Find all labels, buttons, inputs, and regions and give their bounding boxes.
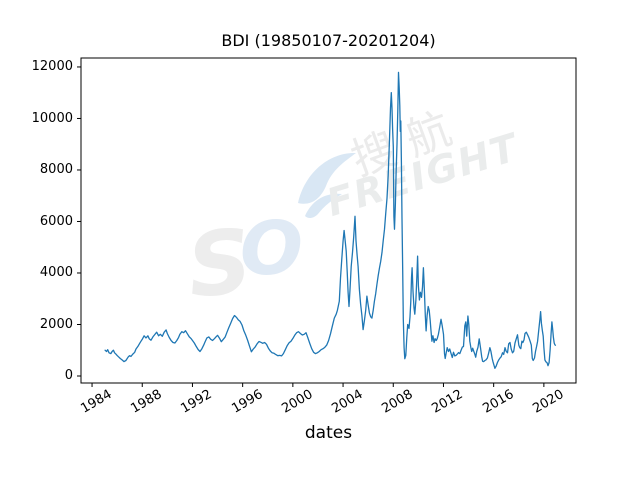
watermark-letter-o: O	[240, 206, 303, 292]
series-line-bdi	[104, 71, 557, 369]
watermark-swoosh-icon	[298, 152, 356, 219]
axes-box	[80, 57, 577, 384]
